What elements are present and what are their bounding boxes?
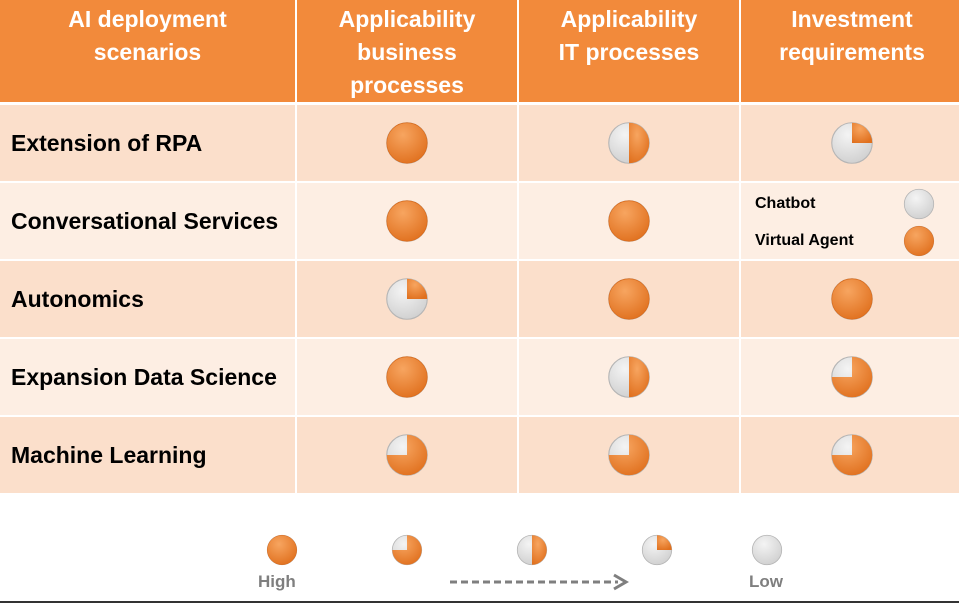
investment-cell bbox=[741, 339, 959, 417]
legend-quarter-icon bbox=[641, 534, 673, 566]
investment-split: Chatbot Virtual Agent bbox=[741, 183, 959, 259]
ball-fill bbox=[629, 122, 650, 164]
harvey-ball-icon bbox=[831, 122, 873, 164]
business-cell bbox=[297, 417, 517, 495]
harvey-ball-icon bbox=[386, 122, 428, 164]
ball-fill bbox=[532, 535, 547, 565]
it-cell bbox=[519, 339, 739, 417]
row-label: Autonomics bbox=[0, 261, 295, 339]
harvey-ball-icon bbox=[608, 434, 650, 476]
ball-fill bbox=[657, 535, 672, 550]
split-label: Chatbot bbox=[755, 195, 816, 212]
header-label: Investment requirements bbox=[779, 6, 925, 65]
business-cell bbox=[297, 261, 517, 339]
ball-background bbox=[903, 188, 935, 220]
ball-fill bbox=[386, 356, 428, 398]
header-label: AI deployment scenarios bbox=[68, 6, 227, 65]
split-item-chatbot: Chatbot bbox=[755, 188, 935, 220]
investment-cell bbox=[741, 261, 959, 339]
it-cell bbox=[519, 261, 739, 339]
harvey-ball-icon bbox=[386, 434, 428, 476]
harvey-ball-icon bbox=[608, 356, 650, 398]
ball-fill bbox=[831, 278, 873, 320]
row-label: Conversational Services bbox=[0, 183, 295, 261]
split-item-virtual-agent: Virtual Agent bbox=[755, 225, 935, 257]
row-label: Expansion Data Science bbox=[0, 339, 295, 417]
ball-fill bbox=[392, 535, 422, 565]
ball-fill bbox=[267, 535, 297, 565]
ball-fill bbox=[608, 434, 650, 476]
ball-fill bbox=[831, 356, 873, 398]
ball-fill bbox=[386, 200, 428, 242]
split-label: Virtual Agent bbox=[755, 232, 854, 249]
business-cell bbox=[297, 339, 517, 417]
business-cell bbox=[297, 183, 517, 261]
it-cell bbox=[519, 417, 739, 495]
harvey-ball-icon bbox=[608, 200, 650, 242]
harvey-ball-icon bbox=[903, 225, 935, 257]
it-cell bbox=[519, 105, 739, 183]
header-label: Applicability business processes bbox=[338, 6, 476, 98]
harvey-ball-icon bbox=[608, 278, 650, 320]
harvey-ball-icon bbox=[831, 356, 873, 398]
legend-high-icon bbox=[266, 534, 298, 566]
header-it: Applicability IT processes bbox=[519, 0, 739, 105]
legend: High Low bbox=[0, 520, 959, 603]
business-cell bbox=[297, 105, 517, 183]
ai-deployment-table: AI deployment scenarios Applicability bu… bbox=[0, 0, 959, 495]
ball-fill bbox=[831, 434, 873, 476]
investment-cell bbox=[741, 105, 959, 183]
investment-cell: Chatbot Virtual Agent bbox=[741, 183, 959, 261]
header-label: Applicability IT processes bbox=[558, 6, 700, 65]
row-label: Extension of RPA bbox=[0, 105, 295, 183]
legend-low-label: Low bbox=[749, 572, 783, 591]
row-label: Machine Learning bbox=[0, 417, 295, 495]
header-scenarios: AI deployment scenarios bbox=[0, 0, 295, 105]
ball-fill bbox=[386, 434, 428, 476]
harvey-ball-icon bbox=[903, 188, 935, 220]
ball-fill bbox=[852, 122, 873, 143]
harvey-ball-icon bbox=[386, 200, 428, 242]
header-business: Applicability business processes bbox=[297, 0, 517, 105]
ball-fill bbox=[407, 278, 428, 299]
ball-fill bbox=[904, 226, 934, 256]
ball-background bbox=[751, 534, 783, 566]
legend-three-quarter-icon bbox=[391, 534, 423, 566]
legend-high-label: High bbox=[258, 572, 296, 591]
ball-fill bbox=[386, 122, 428, 164]
legend-half-icon bbox=[516, 534, 548, 566]
ball-fill bbox=[608, 200, 650, 242]
header-investment: Investment requirements bbox=[741, 0, 959, 105]
harvey-ball-icon bbox=[608, 122, 650, 164]
it-cell bbox=[519, 183, 739, 261]
legend-low-icon bbox=[751, 534, 783, 566]
harvey-ball-icon bbox=[386, 356, 428, 398]
bottom-border bbox=[0, 601, 959, 603]
harvey-ball-icon bbox=[831, 434, 873, 476]
harvey-ball-icon bbox=[386, 278, 428, 320]
dashed-arrow-icon bbox=[450, 573, 629, 591]
ball-fill bbox=[608, 278, 650, 320]
harvey-ball-icon bbox=[831, 278, 873, 320]
ball-fill bbox=[629, 356, 650, 398]
investment-cell bbox=[741, 417, 959, 495]
